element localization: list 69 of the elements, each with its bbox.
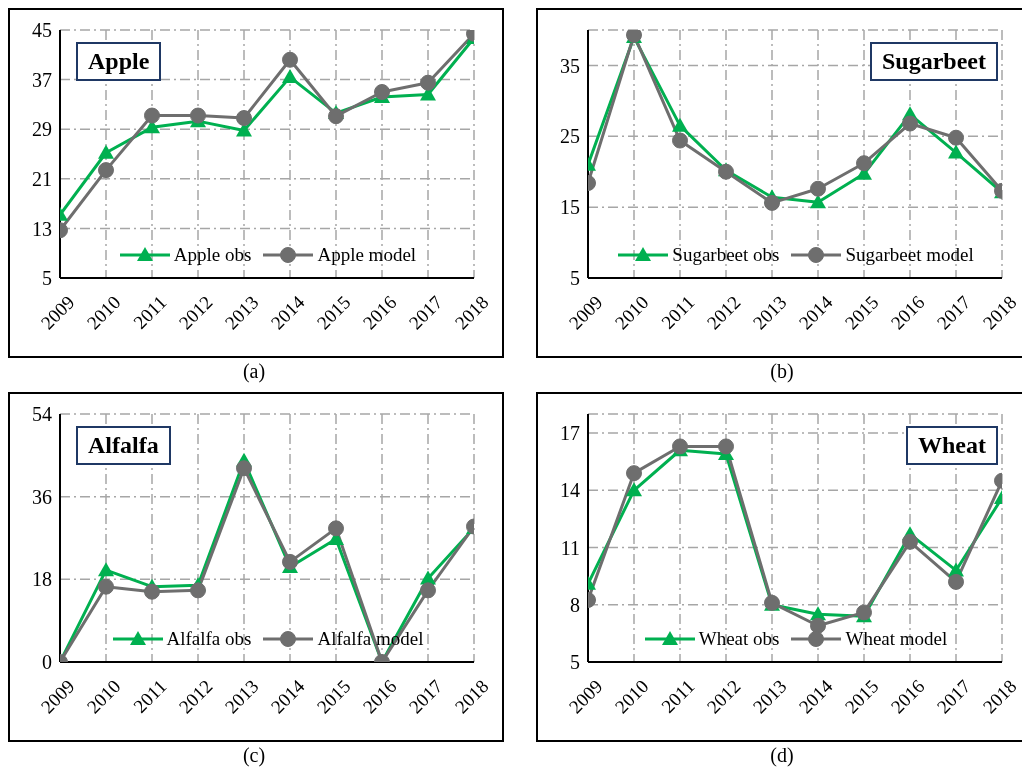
y-tick-label: 13 bbox=[32, 217, 52, 240]
y-tick-label: 14 bbox=[560, 479, 580, 502]
y-tick-label: 37 bbox=[32, 68, 52, 91]
text: Alfalfa bbox=[76, 426, 171, 465]
y-tick-label: 21 bbox=[32, 167, 52, 190]
legend-label: Sugarbeet model bbox=[845, 244, 974, 266]
y-tick-label: 25 bbox=[560, 125, 580, 148]
point bbox=[190, 582, 206, 599]
point bbox=[420, 74, 436, 91]
point bbox=[236, 460, 252, 477]
legend-label: Apple model bbox=[317, 244, 417, 266]
legend-label: Apple obs bbox=[173, 244, 252, 266]
y-tick-label: 11 bbox=[560, 536, 580, 559]
text: Apple bbox=[76, 42, 162, 81]
point bbox=[810, 617, 826, 634]
legend-label: Wheat model bbox=[845, 628, 948, 650]
y-tick-label: 29 bbox=[32, 118, 52, 141]
text: Wheat bbox=[906, 426, 998, 465]
point bbox=[856, 155, 872, 172]
y-tick-label: 45 bbox=[32, 19, 52, 42]
text: (c) bbox=[241, 744, 267, 767]
point bbox=[902, 533, 918, 550]
point bbox=[190, 107, 206, 124]
point bbox=[98, 162, 114, 179]
point bbox=[282, 51, 298, 68]
point bbox=[144, 107, 160, 124]
point bbox=[948, 144, 964, 159]
point bbox=[144, 583, 160, 600]
y-tick-label: 5 bbox=[570, 267, 580, 290]
text: (d) bbox=[769, 744, 795, 767]
point bbox=[810, 180, 826, 197]
point bbox=[282, 553, 298, 570]
y-tick-label: 54 bbox=[32, 403, 52, 426]
y-tick-label: 5 bbox=[42, 267, 52, 290]
point bbox=[236, 110, 252, 127]
y-tick-label: 8 bbox=[570, 593, 580, 616]
point bbox=[856, 604, 872, 621]
legend-label: Wheat obs bbox=[698, 628, 780, 650]
text: (a) bbox=[241, 360, 267, 383]
point bbox=[672, 438, 688, 455]
point bbox=[626, 465, 642, 482]
y-tick-label: 18 bbox=[32, 568, 52, 591]
point bbox=[626, 482, 642, 497]
point bbox=[948, 573, 964, 590]
y-tick-label: 5 bbox=[570, 651, 580, 674]
point bbox=[328, 520, 344, 537]
point bbox=[328, 108, 344, 125]
point bbox=[948, 129, 964, 146]
y-tick-label: 15 bbox=[560, 196, 580, 219]
point bbox=[98, 144, 114, 159]
point bbox=[672, 117, 688, 132]
text: (b) bbox=[769, 360, 795, 383]
point bbox=[672, 132, 688, 149]
legend-label: Alfalfa obs bbox=[166, 628, 252, 650]
point bbox=[374, 84, 390, 100]
y-tick-label: 36 bbox=[32, 485, 52, 508]
point bbox=[902, 115, 918, 132]
point bbox=[810, 194, 826, 209]
y-tick-label: 17 bbox=[560, 422, 580, 445]
point bbox=[420, 582, 436, 599]
legend-label: Sugarbeet obs bbox=[672, 244, 780, 266]
y-tick-label: 35 bbox=[560, 54, 580, 77]
text: Sugarbeet bbox=[870, 42, 998, 81]
point bbox=[764, 194, 780, 211]
point bbox=[98, 562, 114, 577]
point bbox=[282, 69, 298, 84]
point bbox=[718, 438, 734, 455]
y-tick-label: 0 bbox=[42, 651, 52, 674]
point bbox=[98, 578, 114, 595]
